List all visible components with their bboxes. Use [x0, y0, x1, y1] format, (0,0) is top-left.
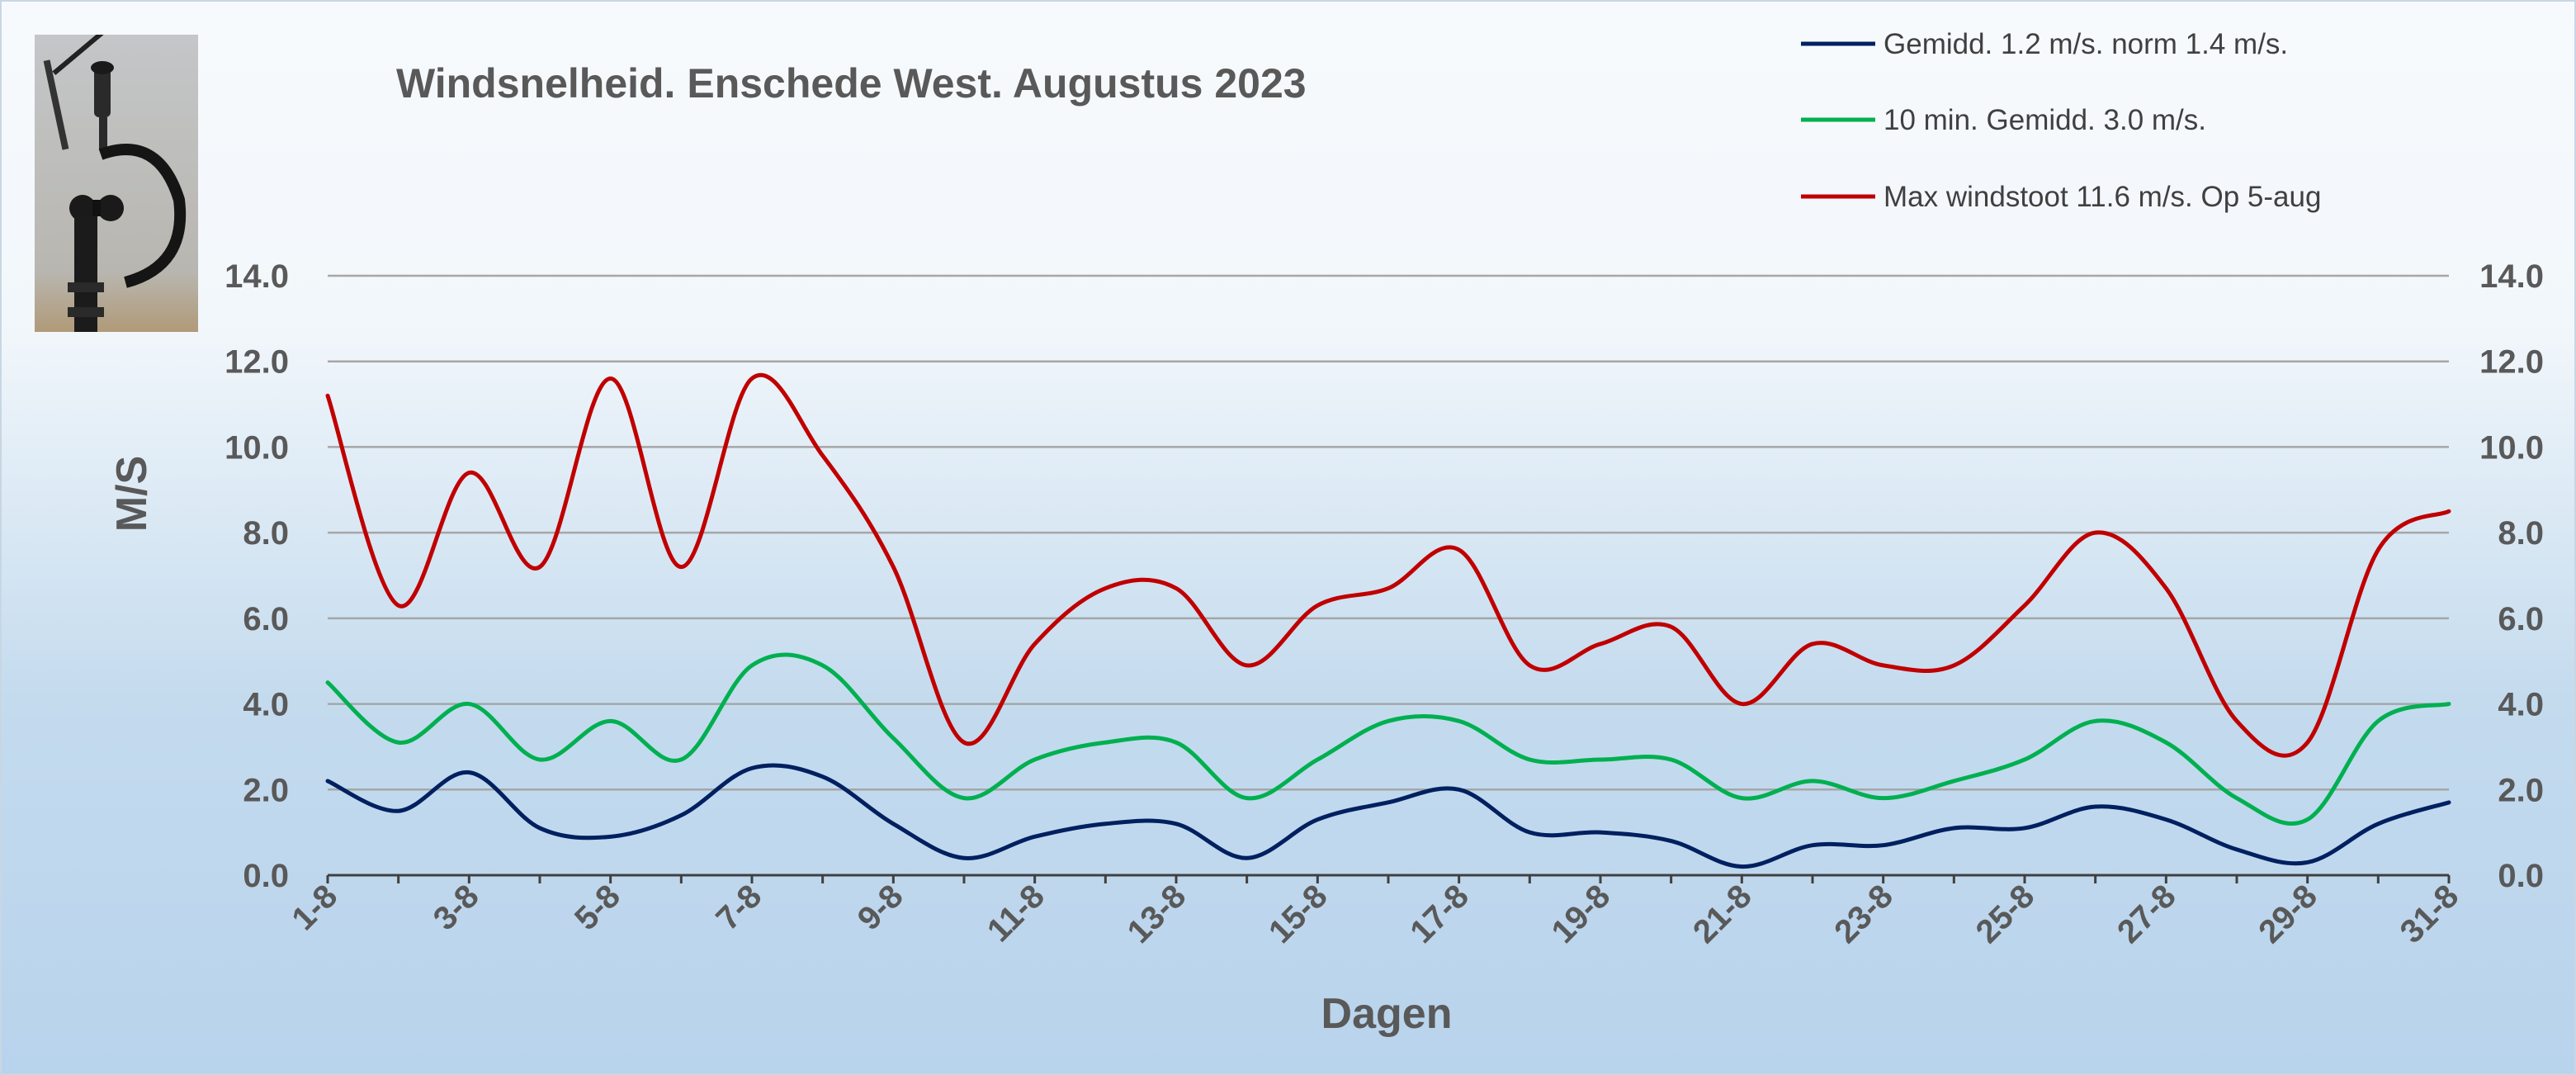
series-line-3	[325, 373, 2451, 758]
y-tick-label-right: 12.0	[2479, 344, 2544, 381]
y-tick-label-left: 2.0	[243, 772, 289, 808]
series-line-1	[325, 763, 2451, 869]
y-tick-label-left: 10.0	[225, 429, 289, 466]
chart-title: Windsnelheid. Enschede West. Augustus 20…	[396, 60, 1307, 107]
x-tick-label: 19-8	[1545, 878, 1618, 950]
x-tick-label: 23-8	[1827, 878, 1900, 950]
y-tick-label-left: 6.0	[243, 601, 289, 637]
series-lines	[325, 373, 2451, 869]
y-tick-label-right: 0.0	[2498, 858, 2544, 894]
x-axis: 1-8 3-8 5-8 7-8 9-8 11-8 13-8 15-8 17-8 19-8 21-8 2…	[285, 875, 2465, 950]
legend: Gemidd. 1.2 m/s. norm 1.4 m/s. 10 min. Ge…	[1801, 28, 2321, 213]
x-tick-label: 17-8	[1403, 878, 1476, 950]
series-line-2	[325, 652, 2451, 826]
y-tick-label-left: 12.0	[225, 344, 289, 381]
y-tick-label-left: 8.0	[243, 515, 289, 552]
anemometer-photo	[35, 35, 198, 332]
x-tick-label: 7-8	[709, 878, 768, 937]
x-tick-label: 25-8	[1969, 878, 2042, 950]
x-tick-label: 29-8	[2252, 878, 2324, 950]
y-tick-label-left: 0.0	[243, 858, 289, 894]
y-tick-label-left: 4.0	[243, 687, 289, 723]
y-tick-label-right: 14.0	[2479, 258, 2544, 295]
x-tick-label: 1-8	[285, 878, 344, 937]
x-tick-label: 5-8	[568, 878, 627, 937]
x-tick-label: 9-8	[851, 878, 910, 937]
y-tick-label-right: 8.0	[2498, 515, 2544, 552]
x-tick-label: 27-8	[2110, 878, 2183, 950]
y-tick-label-left: 14.0	[225, 258, 289, 295]
y-axis-left: 0.0 2.0 4.0 6.0 8.0 10.0 12.0 14.0	[225, 258, 289, 894]
legend-label: Max windstoot 11.6 m/s. Op 5-aug	[1884, 181, 2321, 213]
x-tick-label: 13-8	[1121, 878, 1193, 950]
y-tick-label-right: 10.0	[2479, 429, 2544, 466]
x-tick-label: 21-8	[1686, 878, 1759, 950]
x-tick-label: 31-8	[2394, 878, 2466, 950]
y-axis-right: 0.0 2.0 4.0 6.0 8.0 10.0 12.0 14.0	[2479, 258, 2544, 894]
x-tick-label: 3-8	[427, 878, 486, 937]
x-tick-label: 11-8	[981, 878, 1052, 949]
legend-label: Gemidd. 1.2 m/s. norm 1.4 m/s.	[1884, 28, 2288, 60]
y-tick-label-right: 6.0	[2498, 601, 2544, 637]
anemometer-icon	[43, 35, 187, 332]
x-axis-title: Dagen	[1321, 990, 1453, 1038]
y-axis-title: M/S	[108, 456, 156, 532]
legend-label: 10 min. Gemidd. 3.0 m/s.	[1884, 104, 2206, 136]
x-tick-label: 15-8	[1262, 878, 1335, 950]
y-tick-label-right: 4.0	[2498, 687, 2544, 723]
y-tick-label-right: 2.0	[2498, 772, 2544, 808]
grid-lines	[328, 274, 2449, 877]
